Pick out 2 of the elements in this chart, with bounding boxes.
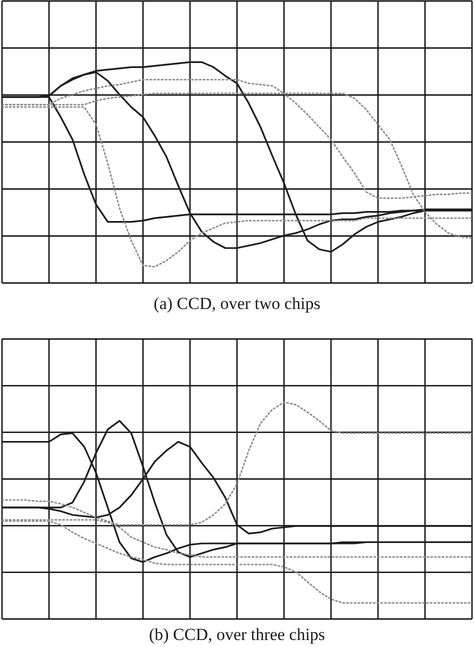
text: (b) CCD, over three chips xyxy=(148,625,326,645)
text: (a) CCD, over two chips xyxy=(152,294,322,314)
